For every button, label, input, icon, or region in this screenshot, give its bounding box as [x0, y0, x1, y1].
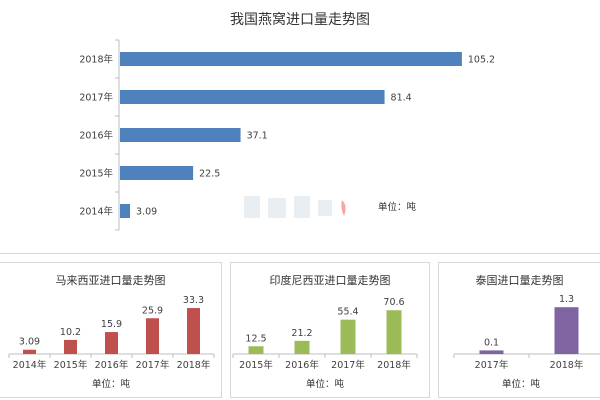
bar [120, 204, 131, 218]
data-label: 70.6 [383, 297, 404, 308]
x-tick-label: 2014年 [13, 359, 47, 371]
x-tick-label: 2018年 [377, 359, 411, 371]
indonesia-chart-plot: 12.5 2015年 21.2 2016年 55.4 2017年 70.6 2018年 [232, 297, 418, 371]
main-chart-plot: 2018年 105.2 2017年 81.4 2016年 37.1 2015年 22.5 201… [79, 39, 495, 231]
data-label: 22.5 [199, 169, 220, 180]
data-label: 33.3 [183, 295, 204, 306]
watermark-graphic [244, 196, 346, 218]
x-tick-label: 2017年 [331, 359, 365, 371]
data-label: 1.3 [559, 294, 574, 305]
x-tick-label: 2017年 [136, 359, 170, 371]
x-tick-label: 2018年 [550, 359, 584, 371]
bar [479, 350, 504, 354]
bar [64, 339, 77, 354]
thailand-chart-title: 泰国进口量走势图 [475, 274, 564, 287]
bar [554, 307, 579, 354]
malaysia-chart-plot: 3.09 2014年 10.2 2015年 15.9 2016年 25.9 2017年 33.3… [8, 295, 215, 371]
bar [120, 128, 241, 142]
data-label: 55.4 [337, 307, 358, 318]
bar [120, 90, 385, 104]
y-tick-label: 2014年 [79, 206, 113, 218]
data-label: 25.9 [142, 305, 163, 316]
y-tick-label: 2015年 [79, 168, 113, 180]
bar [248, 346, 264, 354]
x-tick-label: 2017年 [475, 359, 509, 371]
bar [340, 319, 356, 354]
main-chart-title: 我国燕窝进口量走势图 [230, 12, 370, 28]
y-tick-label: 2016年 [79, 130, 113, 142]
bar [23, 349, 36, 354]
thailand-chart-plot: 0.1 2017年 1.3 2018年 [453, 294, 600, 371]
main-unit-label: 单位：吨 [378, 202, 417, 213]
x-tick-label: 2016年 [285, 359, 319, 371]
y-tick-label: 2017年 [79, 92, 113, 104]
data-label: 10.2 [60, 327, 81, 338]
malaysia-unit-label: 单位：吨 [92, 379, 131, 390]
x-tick-label: 2015年 [239, 359, 273, 371]
indonesia-chart-panel: 印度尼西亚进口量走势图 12.5 2015年 21.2 2016年 55.4 2017年 7… [230, 262, 430, 398]
bar [294, 340, 310, 354]
watermark-logo [238, 190, 358, 222]
thailand-chart-panel: 泰国进口量走势图 0.1 2017年 1.3 2018年 单位：吨 [438, 262, 600, 398]
bar [105, 332, 118, 354]
data-label: 105.2 [468, 55, 495, 66]
bar [120, 52, 462, 66]
y-tick-label: 2018年 [79, 54, 113, 66]
thailand-unit-label: 单位：吨 [502, 379, 541, 390]
malaysia-chart-title: 马来西亚进口量走势图 [55, 274, 166, 287]
data-label: 37.1 [247, 131, 268, 142]
indonesia-chart-title: 印度尼西亚进口量走势图 [269, 274, 391, 287]
bar [187, 308, 200, 354]
data-label: 12.5 [245, 333, 266, 344]
x-tick-label: 2015年 [54, 359, 88, 371]
bar [386, 310, 402, 354]
data-label: 81.4 [391, 93, 412, 104]
x-tick-label: 2016年 [95, 359, 129, 371]
data-label: 0.1 [484, 337, 499, 348]
indonesia-unit-label: 单位：吨 [306, 379, 345, 390]
malaysia-chart-panel: 马来西亚进口量走势图 3.09 2014年 10.2 2015年 15.9 2016年 25… [0, 262, 222, 398]
data-label: 15.9 [101, 319, 122, 330]
data-label: 21.2 [291, 328, 312, 339]
data-label: 3.09 [136, 207, 157, 218]
x-tick-label: 2018年 [177, 359, 211, 371]
main-chart-panel: 我国燕窝进口量走势图 2018年 105.2 2017年 81.4 2016年 37.1 2… [0, 12, 600, 254]
bar [120, 166, 194, 180]
data-label: 3.09 [19, 337, 40, 348]
bar [146, 318, 159, 354]
